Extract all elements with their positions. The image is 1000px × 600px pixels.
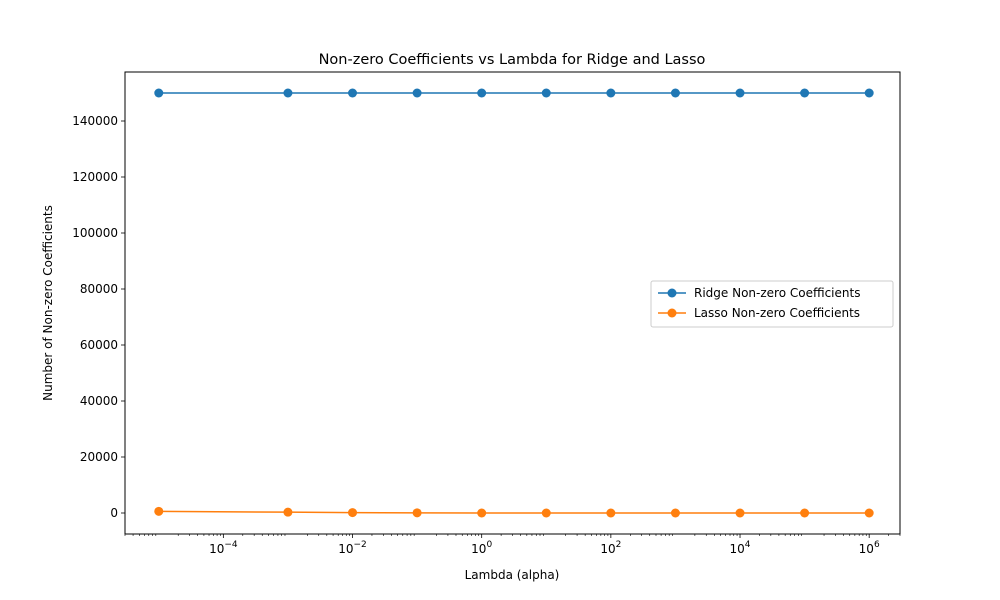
x-tick-label: 100	[471, 540, 492, 556]
y-tick-label: 100000	[72, 226, 118, 240]
x-axis-label: Lambda (alpha)	[465, 568, 560, 582]
series-0-point	[283, 88, 293, 98]
y-tick-label: 60000	[80, 338, 118, 352]
y-tick-label: 40000	[80, 394, 118, 408]
series-1-point	[606, 508, 616, 518]
legend-swatch-marker	[667, 288, 677, 298]
series-1-point	[283, 507, 293, 517]
series-1-point	[541, 508, 551, 518]
series-1-point	[864, 508, 874, 518]
y-tick-label: 140000	[72, 114, 118, 128]
y-tick-label: 80000	[80, 282, 118, 296]
series-0-point	[412, 88, 422, 98]
y-tick-label: 120000	[72, 170, 118, 184]
series-line-1	[158, 510, 870, 514]
series-1-point	[412, 508, 422, 518]
y-tick-label: 20000	[80, 450, 118, 464]
legend: Ridge Non-zero Coefficients Lasso Non-zer…	[650, 280, 894, 328]
series-1-point	[670, 508, 680, 518]
series-0-point	[541, 88, 551, 98]
y-axis: 0 20000 40000 60000 80000 100000 120000 140000	[72, 114, 125, 520]
series-0-point	[606, 88, 616, 98]
series-0-point	[348, 88, 358, 98]
plot-area	[154, 88, 874, 518]
series-0-point	[477, 88, 487, 98]
series-1-point	[477, 508, 487, 518]
series-0-point	[864, 88, 874, 98]
series-1-point	[348, 508, 358, 518]
series-0-point	[735, 88, 745, 98]
series-0-point	[800, 88, 810, 98]
x-axis: 10−4 10−2 100 102 104 106	[124, 534, 901, 556]
x-tick-label: 10−2	[338, 540, 367, 556]
series-0-point	[670, 88, 680, 98]
series-1-point	[800, 508, 810, 518]
legend-label: Lasso Non-zero Coefficients	[694, 306, 860, 320]
series-1-point	[735, 508, 745, 518]
chart-title: Non-zero Coefficients vs Lambda for Ridg…	[319, 52, 706, 68]
x-tick-label: 104	[730, 540, 751, 556]
legend-label: Ridge Non-zero Coefficients	[694, 286, 860, 300]
legend-box	[650, 280, 894, 328]
x-tick-label: 10−4	[209, 540, 238, 556]
y-axis-label: Number of Non-zero Coefficients	[41, 205, 55, 401]
series-1-point	[154, 506, 164, 516]
legend-swatch-marker	[667, 308, 677, 318]
y-tick-label: 0	[110, 506, 118, 520]
x-tick-label: 102	[600, 540, 621, 556]
series-0-point	[154, 88, 164, 98]
x-tick-label: 106	[859, 540, 880, 556]
